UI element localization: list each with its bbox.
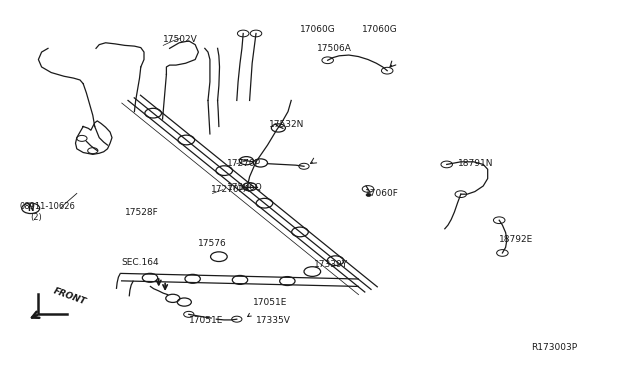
Text: 17335V: 17335V <box>256 316 291 325</box>
Text: 17051E: 17051E <box>253 298 287 307</box>
Text: 17528F: 17528F <box>125 208 159 217</box>
Text: 17060G: 17060G <box>362 25 397 34</box>
Text: 17339Y: 17339Y <box>314 260 348 269</box>
Text: N: N <box>28 204 34 213</box>
Text: 17060F: 17060F <box>365 189 399 198</box>
Text: 18791N: 18791N <box>458 159 493 168</box>
Text: 17270PA: 17270PA <box>211 185 251 194</box>
Text: 17506A: 17506A <box>317 44 352 53</box>
Text: 18792E: 18792E <box>499 235 534 244</box>
Text: 17051E: 17051E <box>189 316 223 325</box>
Text: (2): (2) <box>31 213 42 222</box>
Text: SEC.164: SEC.164 <box>122 258 159 267</box>
Text: 17502V: 17502V <box>163 35 198 44</box>
Text: 08911-10626: 08911-10626 <box>19 202 75 211</box>
Text: FRONT: FRONT <box>52 287 88 307</box>
Text: 17576: 17576 <box>198 239 227 248</box>
Circle shape <box>366 193 371 196</box>
Text: 17506Q: 17506Q <box>227 183 263 192</box>
Text: 17532N: 17532N <box>269 120 304 129</box>
Text: 17060G: 17060G <box>300 25 335 34</box>
Text: R173003P: R173003P <box>531 343 577 352</box>
Text: 17270P: 17270P <box>227 159 261 168</box>
